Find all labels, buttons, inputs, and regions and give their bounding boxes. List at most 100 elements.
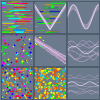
- Point: [10, 90, 12, 92]
- Point: [28, 97, 30, 98]
- Point: [15, 86, 16, 87]
- Point: [27, 98, 29, 100]
- Point: [22, 82, 24, 84]
- Point: [62, 87, 64, 89]
- Point: [49, 77, 51, 79]
- Point: [55, 83, 57, 84]
- Point: [35, 37, 36, 38]
- Point: [23, 94, 25, 96]
- Point: [34, 83, 36, 85]
- Point: [4, 96, 6, 98]
- Point: [34, 83, 36, 84]
- Point: [14, 73, 15, 75]
- Point: [15, 54, 17, 55]
- Point: [61, 88, 63, 90]
- Point: [61, 97, 62, 98]
- Point: [42, 81, 44, 82]
- Point: [45, 93, 47, 95]
- Point: [1, 98, 3, 100]
- Point: [6, 73, 8, 75]
- Point: [51, 84, 53, 86]
- Point: [43, 74, 44, 76]
- Point: [42, 78, 43, 80]
- Point: [58, 70, 59, 71]
- Point: [12, 72, 14, 73]
- Point: [57, 87, 58, 89]
- Point: [0, 74, 2, 76]
- Point: [5, 89, 6, 90]
- Point: [61, 68, 62, 70]
- Point: [41, 88, 43, 90]
- Point: [53, 78, 54, 79]
- Point: [30, 90, 32, 92]
- Point: [36, 70, 37, 71]
- Point: [46, 94, 47, 95]
- Point: [2, 89, 4, 91]
- Point: [35, 73, 37, 74]
- Point: [34, 66, 35, 68]
- Point: [44, 89, 46, 90]
- Point: [15, 95, 17, 97]
- Point: [29, 67, 31, 68]
- Point: [27, 75, 28, 76]
- Point: [21, 46, 23, 48]
- Point: [36, 80, 38, 81]
- Point: [25, 68, 26, 69]
- Point: [52, 94, 54, 95]
- Point: [21, 70, 23, 71]
- Point: [65, 89, 66, 91]
- Point: [37, 91, 39, 92]
- Point: [6, 53, 8, 54]
- Point: [25, 82, 27, 83]
- Point: [17, 95, 19, 96]
- Point: [56, 70, 57, 72]
- Point: [15, 76, 16, 78]
- Point: [41, 73, 43, 74]
- Point: [44, 70, 46, 72]
- Point: [16, 69, 18, 70]
- Point: [47, 77, 49, 79]
- Point: [46, 72, 48, 74]
- Point: [52, 76, 54, 78]
- Point: [56, 73, 58, 75]
- Point: [49, 84, 51, 86]
- Point: [5, 46, 7, 48]
- Point: [31, 68, 33, 70]
- Point: [22, 67, 23, 69]
- Point: [6, 70, 7, 71]
- Point: [44, 92, 46, 94]
- Point: [25, 59, 26, 61]
- Point: [43, 74, 45, 75]
- Point: [53, 87, 55, 88]
- Point: [65, 85, 67, 86]
- Point: [39, 74, 41, 76]
- Point: [49, 76, 51, 78]
- Point: [26, 98, 28, 100]
- Point: [42, 70, 44, 72]
- Point: [2, 45, 3, 47]
- Point: [58, 97, 60, 99]
- Point: [2, 61, 4, 62]
- Point: [19, 86, 21, 88]
- Point: [25, 96, 27, 98]
- Point: [0, 93, 2, 95]
- Point: [57, 79, 58, 80]
- Point: [29, 74, 31, 76]
- Point: [12, 85, 14, 86]
- Point: [54, 89, 55, 91]
- Point: [19, 70, 21, 71]
- Point: [3, 46, 4, 48]
- Point: [30, 74, 31, 76]
- Point: [41, 78, 42, 80]
- Point: [41, 71, 42, 73]
- Point: [65, 68, 66, 70]
- Point: [17, 84, 18, 86]
- Point: [31, 45, 33, 47]
- Point: [40, 94, 42, 96]
- Point: [6, 81, 8, 82]
- Point: [63, 70, 65, 71]
- Point: [22, 94, 23, 96]
- Point: [42, 68, 44, 70]
- Point: [64, 74, 66, 75]
- Point: [61, 85, 63, 86]
